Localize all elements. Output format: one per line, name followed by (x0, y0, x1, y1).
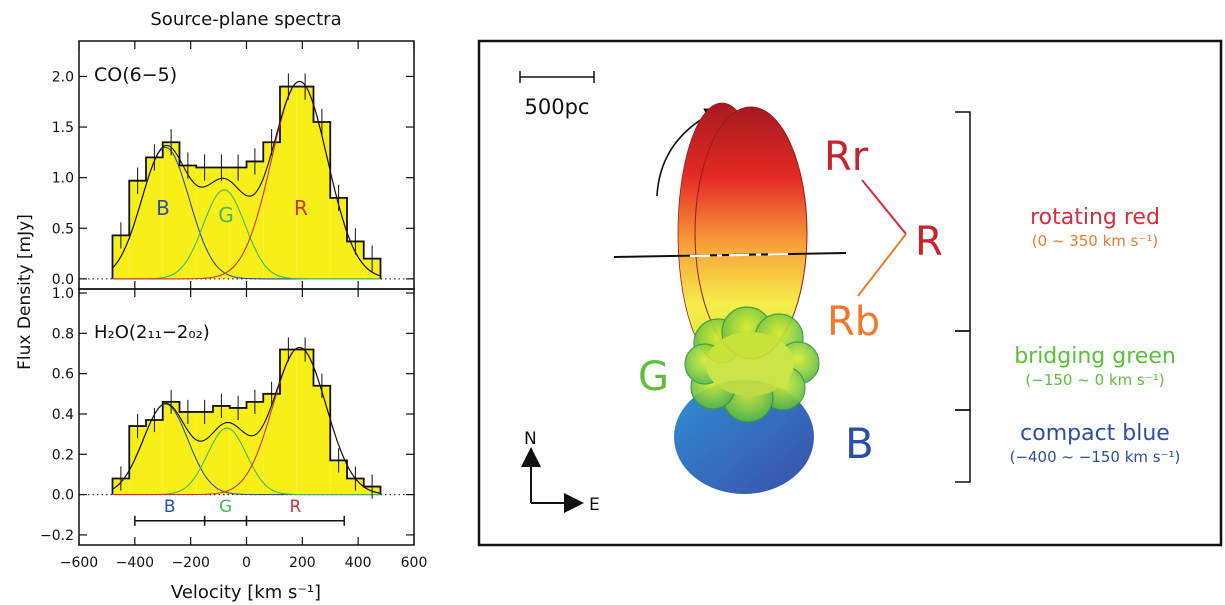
histogram-bar (229, 167, 247, 279)
histogram-bar (313, 385, 331, 495)
x-tick-label: −200 (171, 555, 209, 571)
histogram-bar (229, 407, 247, 495)
velocity-range-label-b: B (164, 497, 176, 517)
component-label-r: R (294, 196, 308, 220)
x-axis-label: Velocity [km s⁻¹] (171, 582, 321, 603)
x-tick-label: 600 (401, 555, 428, 571)
x-tick-label: 200 (289, 555, 316, 571)
compass: N E (521, 429, 600, 515)
y-tick-label: −0.2 (40, 528, 74, 544)
component-label-b: B (156, 196, 170, 220)
histogram-bar (196, 411, 213, 495)
histogram-bar (296, 86, 314, 279)
label-r: R (915, 219, 943, 265)
y-tick-label: 1.5 (52, 120, 74, 136)
histogram-bar (129, 180, 146, 279)
h2o-panel: −0.2 0.0 0.2 0.4 0.6 0.8 1.0 −600 −400 −200 0 200 40… (40, 286, 427, 571)
schematic-panel: 500pc Rr R Rb G B (477, 39, 1223, 547)
total-fit-curve (112, 346, 381, 494)
schematic-frame (477, 39, 1223, 547)
compass-east: E (589, 495, 600, 515)
rb-connector (857, 233, 907, 297)
legend-bridging-green-name: bridging green (1014, 344, 1176, 369)
y-axis-label: Flux Density [mJy] (15, 214, 35, 370)
component-label-g: G (218, 203, 234, 227)
y-tick-label: 2.0 (52, 69, 74, 85)
legend-compact-blue-name: compact blue (1020, 421, 1170, 446)
h2o-line-label: H₂O(2₁₁−2₀₂) (94, 322, 210, 343)
x-tick-label: −400 (116, 555, 154, 571)
x-tick-label: 0 (242, 555, 251, 571)
co-panel: B G R 0.0 0.5 1.0 1.5 2.0 CO(6−5) (52, 40, 415, 290)
histogram-bar (246, 161, 264, 279)
velocity-range-label-g: G (219, 497, 232, 517)
histogram-bar (263, 142, 280, 279)
x-tick-label: −600 (60, 555, 98, 571)
y-tick-label: 0.8 (52, 326, 74, 342)
histogram-bar (347, 241, 364, 279)
label-rr: Rr (824, 134, 869, 180)
rr-connector (861, 179, 907, 235)
bridging-green-cloud (684, 306, 820, 423)
histogram-bar (313, 121, 331, 279)
component-legend: rotating red (0 ~ 350 km s⁻¹) bridging g… (1010, 205, 1181, 466)
figure-title: Source-plane spectra (150, 9, 341, 30)
histogram-bar (162, 142, 180, 279)
histogram-bar (162, 401, 180, 495)
histogram-bar (263, 393, 280, 495)
histogram-bar (213, 405, 230, 495)
component-brackets (955, 111, 971, 483)
label-g: G (638, 354, 669, 400)
histogram-bar (146, 157, 163, 279)
label-rb: Rb (827, 299, 880, 345)
label-b: B (845, 419, 874, 468)
legend-compact-blue-range: (−400 ~ −150 km s⁻¹) (1010, 448, 1181, 466)
legend-bridging-green-range: (−150 ~ 0 km s⁻¹) (1025, 371, 1164, 389)
x-tick-label: 400 (345, 555, 372, 571)
histogram-outline (111, 85, 382, 279)
histogram-bar (246, 401, 264, 495)
histogram-bar (146, 420, 163, 495)
y-tick-label: 0.4 (52, 407, 74, 423)
histogram-bar (280, 86, 297, 279)
y-tick-label: 0.6 (52, 367, 74, 383)
y-tick-label: 0.5 (52, 221, 74, 237)
co-line-label: CO(6−5) (94, 64, 177, 86)
scale-bar-label: 500pc (525, 95, 590, 119)
legend-rotating-red-name: rotating red (1030, 205, 1160, 230)
histogram-outline (111, 348, 382, 495)
velocity-range-label-r: R (289, 497, 301, 517)
y-tick-label: 0.2 (52, 447, 74, 463)
compass-north: N (524, 429, 537, 449)
legend-rotating-red-range: (0 ~ 350 km s⁻¹) (1032, 232, 1159, 250)
histogram-bar (330, 460, 347, 495)
histogram-bar (196, 167, 213, 279)
histogram-bar (296, 349, 314, 495)
total-fit-curve (112, 80, 381, 277)
y-tick-label: 1.0 (52, 171, 74, 187)
histogram-bar (280, 349, 297, 495)
gaussian-component-g (112, 189, 381, 280)
histogram-bar (179, 411, 197, 495)
y-tick-label: 0.0 (52, 272, 74, 288)
y-tick-label: 1.0 (52, 286, 74, 302)
scale-bar: 500pc (519, 71, 595, 119)
y-tick-label: 0.0 (52, 488, 74, 504)
